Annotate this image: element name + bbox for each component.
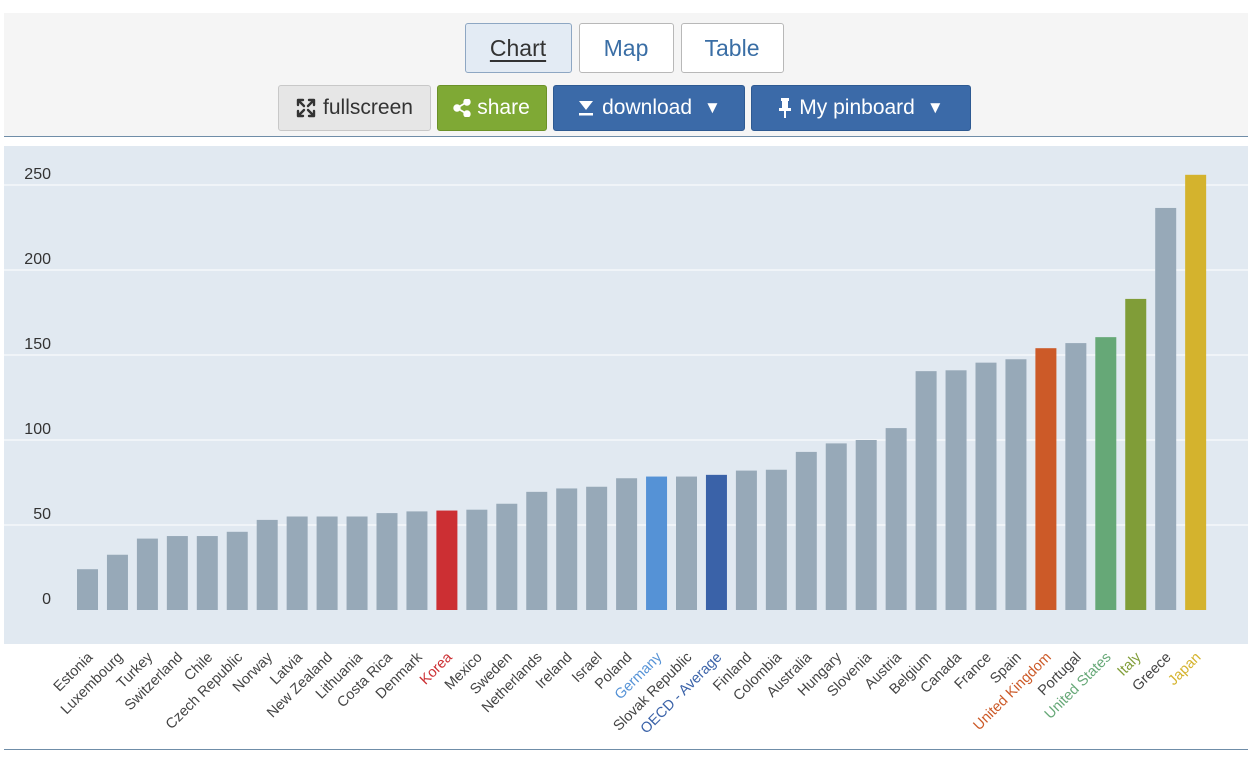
bar [586, 486, 608, 610]
bar [795, 451, 817, 610]
bar [77, 569, 98, 610]
bar [705, 474, 727, 610]
bar [646, 476, 668, 610]
bar [1125, 298, 1147, 610]
bar [346, 516, 368, 610]
share-button[interactable]: share [436, 85, 547, 131]
bar [1035, 348, 1057, 610]
share-icon [453, 99, 471, 117]
bar [915, 371, 937, 610]
bar [855, 440, 877, 610]
tab-chart[interactable]: Chart [464, 23, 572, 73]
pinboard-label: My pinboard [799, 96, 915, 119]
y-tick-label: 150 [24, 336, 51, 353]
y-tick-label: 100 [24, 421, 51, 438]
fullscreen-button[interactable]: fullscreen [277, 85, 431, 131]
bar [676, 476, 697, 610]
y-tick-label: 0 [42, 591, 51, 608]
bar [226, 531, 248, 610]
bar [765, 469, 787, 610]
bar [735, 470, 757, 610]
tab-map[interactable]: Map [578, 23, 674, 73]
bar [436, 510, 458, 610]
bar [945, 370, 967, 610]
download-button[interactable]: download ▼ [552, 85, 745, 131]
bar [106, 554, 128, 610]
bar [1155, 207, 1177, 610]
bar [1065, 343, 1087, 610]
pinboard-caret: ▼ [926, 98, 944, 117]
bar [406, 511, 428, 610]
expand-arrows-icon [295, 97, 317, 119]
download-caret: ▼ [704, 98, 721, 117]
y-tick-label: 250 [24, 166, 51, 183]
bar-chart: 050100150200250EstoniaLuxembourgTurkeySw… [4, 146, 1248, 737]
pinboard-button[interactable]: My pinboard ▼ [750, 85, 971, 131]
bar [556, 488, 578, 610]
bar [1185, 174, 1207, 611]
bar [256, 519, 278, 610]
fullscreen-label: fullscreen [323, 96, 413, 119]
bar [825, 443, 847, 610]
download-label: download [602, 96, 693, 119]
bar [1005, 359, 1027, 610]
bar [376, 513, 398, 610]
bar [1095, 337, 1117, 610]
bar [136, 538, 158, 610]
bar [496, 503, 518, 610]
bar [526, 491, 548, 610]
y-tick-label: 200 [24, 251, 51, 268]
bar [466, 509, 488, 610]
bar [286, 516, 308, 610]
download-icon [576, 98, 596, 118]
share-label: share [477, 96, 530, 119]
bar [885, 428, 907, 610]
view-tabs: Chart Map Table [0, 23, 1248, 73]
bar [616, 478, 638, 610]
bar [196, 536, 218, 610]
bar [316, 516, 338, 610]
pin-icon [777, 97, 793, 119]
x-tick-label: Japan [1165, 650, 1204, 689]
tab-table[interactable]: Table [680, 23, 784, 73]
y-tick-label: 50 [33, 506, 51, 523]
bar [166, 536, 188, 610]
bar [975, 362, 997, 610]
chart-area: 0 50 100 150 200 250 Estonia Luxembourg Turkey Sw… [4, 136, 1248, 750]
toolbar: fullscreen share download ▼ [0, 85, 1248, 131]
